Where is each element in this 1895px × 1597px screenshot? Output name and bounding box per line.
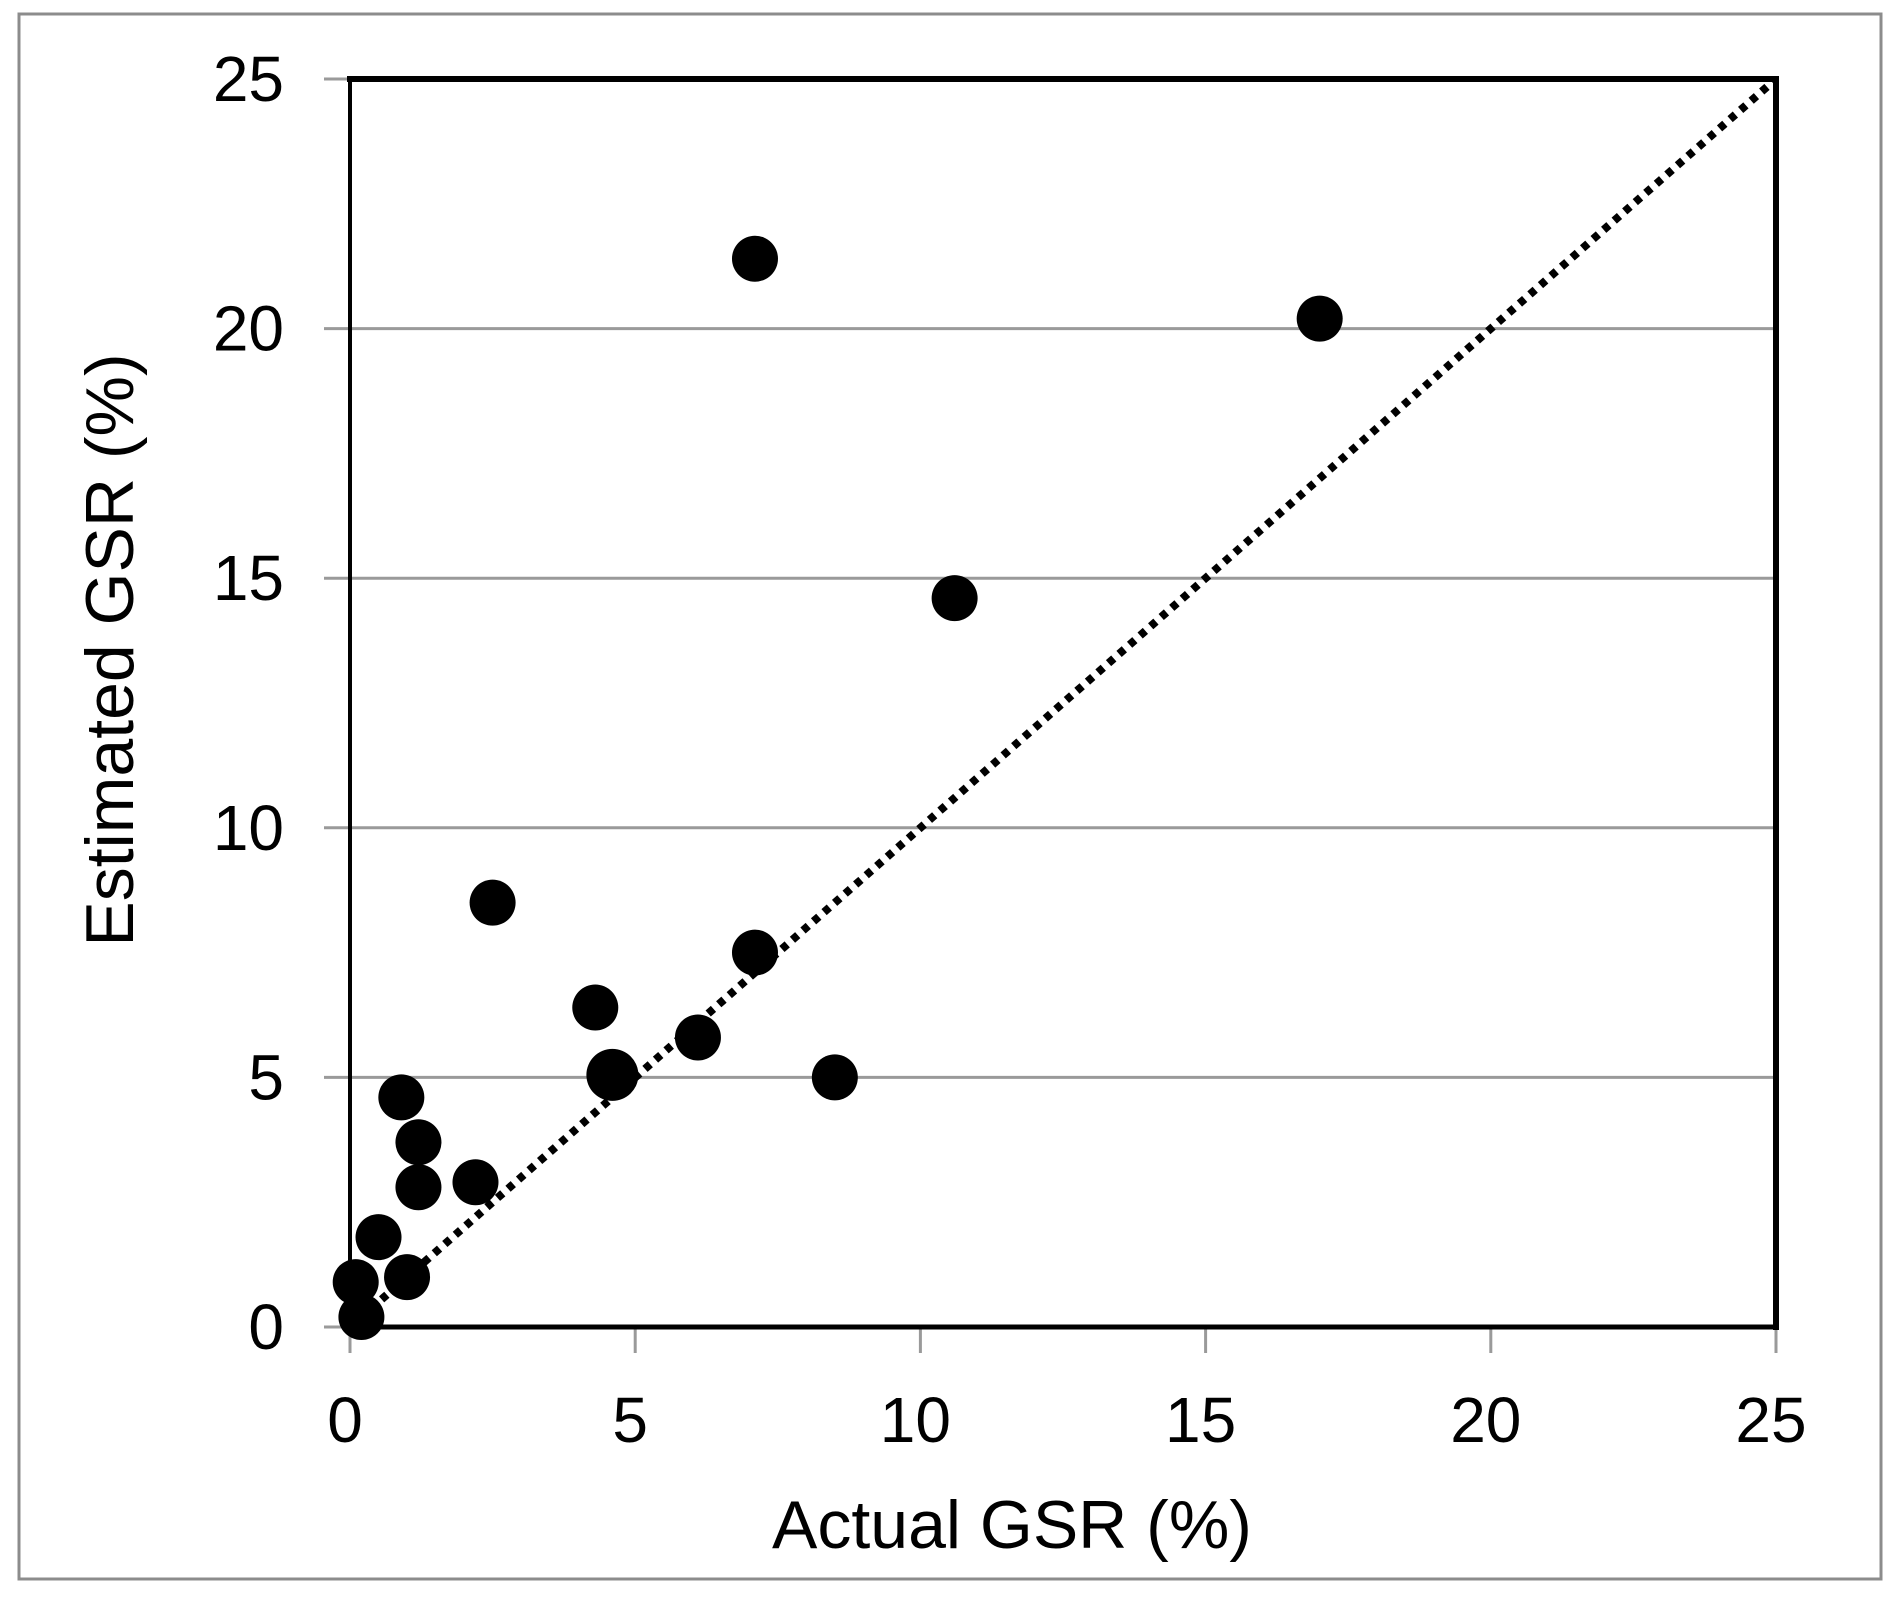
- y-tick-label: 10: [213, 792, 284, 864]
- data-point: [355, 1214, 402, 1261]
- x-tick-label: 25: [1735, 1384, 1806, 1456]
- x-tick-label: 10: [880, 1384, 951, 1456]
- y-tick-label: 0: [248, 1291, 284, 1363]
- figure-border: [17, 12, 1883, 1581]
- y-tick-label: 20: [213, 293, 284, 365]
- data-points-group: [332, 235, 1343, 1341]
- tick-labels: 0 5 10 15 20 25 0 5 10 15 20 25: [213, 43, 1807, 1456]
- plot-border: [347, 76, 1779, 1330]
- y-tick-label: 25: [213, 43, 284, 115]
- data-point: [731, 929, 778, 976]
- data-point: [931, 575, 978, 622]
- data-point: [384, 1254, 431, 1301]
- x-tick-label: 15: [1165, 1384, 1236, 1456]
- data-point: [395, 1119, 442, 1166]
- data-point: [1296, 295, 1343, 342]
- data-point: [586, 1048, 639, 1101]
- y-tick-label: 5: [248, 1041, 284, 1113]
- data-point: [338, 1294, 385, 1341]
- gridlines: [350, 327, 1776, 1079]
- x-tick-label: 20: [1450, 1384, 1521, 1456]
- y-tick-label: 15: [213, 542, 284, 614]
- data-point: [452, 1159, 499, 1206]
- data-point: [674, 1014, 721, 1061]
- data-point: [395, 1164, 442, 1211]
- data-point: [469, 879, 516, 926]
- x-axis-title: Actual GSR (%): [772, 1487, 1252, 1563]
- data-point: [378, 1074, 425, 1121]
- x-tick-label: 5: [612, 1384, 648, 1456]
- data-point: [572, 984, 619, 1031]
- data-point: [811, 1054, 858, 1101]
- data-point: [731, 235, 778, 282]
- data-point: [332, 1259, 379, 1306]
- y-axis-title: Estimated GSR (%): [72, 353, 148, 946]
- x-tick-label: 0: [327, 1384, 363, 1456]
